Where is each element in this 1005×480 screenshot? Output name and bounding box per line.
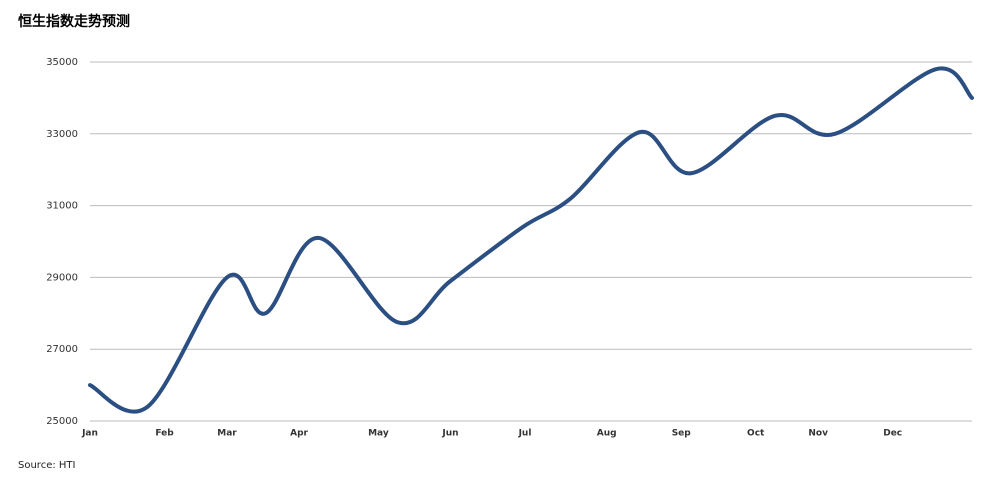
y-tick-label: 33000 [46, 129, 78, 140]
x-tick-label: Aug [597, 429, 617, 439]
x-tick-label: Jul [518, 429, 532, 439]
x-tick-label: Mar [217, 429, 237, 439]
y-tick-label: 27000 [46, 344, 78, 355]
x-tick-label: Oct [747, 429, 765, 439]
x-tick-label: Dec [883, 429, 902, 439]
x-tick-label: Nov [808, 429, 828, 439]
x-tick-label: Jun [441, 429, 458, 439]
x-tick-label: May [368, 429, 389, 439]
x-tick-label: Apr [290, 429, 308, 439]
y-tick-label: 25000 [46, 416, 78, 427]
y-tick-label: 29000 [46, 272, 78, 283]
series-line [88, 66, 974, 414]
y-tick-label: 31000 [46, 201, 78, 212]
x-tick-label: Sep [672, 429, 692, 439]
source-note: Source: HTI [18, 460, 75, 471]
x-tick-label: Jan [81, 429, 98, 439]
y-tick-label: 35000 [46, 57, 78, 68]
chart-title: 恒生指数走势预测 [18, 13, 130, 30]
x-tick-label: Feb [155, 429, 174, 439]
